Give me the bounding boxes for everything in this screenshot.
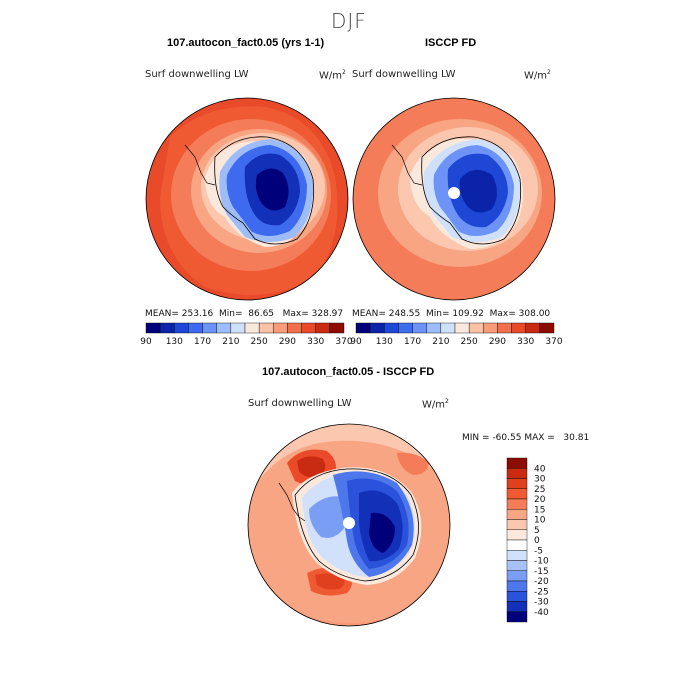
colorbar-swatch	[539, 322, 555, 334]
colorbar-tick-label: 5	[534, 526, 540, 536]
colorbar-swatch	[159, 322, 175, 334]
polar-map-2	[352, 97, 556, 301]
south-pole-mask	[343, 517, 355, 529]
colorbar-panel-2: 90 130 170 210 250 290 330 370	[350, 322, 563, 347]
colorbar-swatch	[506, 519, 528, 530]
colorbar-swatch	[511, 322, 526, 334]
colorbar-swatch	[483, 322, 498, 334]
colorbar-swatch	[506, 580, 528, 592]
colorbar-swatch	[188, 322, 203, 334]
colorbar-tick-label: -25	[534, 587, 549, 597]
colorbar-tick-label: 290	[489, 337, 506, 347]
colorbar-swatch	[384, 322, 399, 334]
colorbar-tick-label: 370	[335, 337, 352, 347]
polar-map-1	[145, 97, 349, 301]
colorbar-tick-label: 290	[279, 337, 296, 347]
colorbar-swatch	[506, 570, 528, 582]
colorbar-tick-label: 20	[534, 495, 546, 505]
colorbar-swatch	[506, 591, 528, 602]
colorbar-swatch	[355, 322, 371, 334]
colorbar-swatch	[258, 322, 274, 334]
colorbar-tick-label: 370	[545, 337, 562, 347]
colorbar-swatch	[412, 322, 427, 334]
colorbar-tick-label: 10	[534, 516, 546, 526]
colorbar-swatch	[506, 498, 528, 510]
colorbar-swatch	[398, 322, 413, 334]
colorbar-tick-label: 250	[251, 337, 268, 347]
colorbar-swatch	[287, 322, 302, 334]
colorbar-panel-1: 90 130 170 210 250 290 330 370	[140, 322, 353, 347]
colorbar-swatch	[202, 322, 217, 334]
colorbar-swatch	[216, 322, 232, 334]
colorbar-swatch	[174, 322, 189, 334]
colorbar-tick-label: -15	[534, 567, 549, 577]
colorbar-tick-label: -10	[534, 557, 549, 567]
colorbar-swatch	[506, 509, 528, 520]
colorbar-swatch	[506, 478, 528, 489]
colorbar-tick-label: 330	[517, 337, 534, 347]
colorbar-swatch	[454, 322, 470, 334]
panel-3-variable: Surf downwelling LW	[248, 398, 352, 409]
colorbar-swatch	[525, 322, 541, 334]
colorbar-swatch	[506, 611, 528, 623]
colorbar-tick-label: 210	[432, 337, 449, 347]
polar-map-difference	[247, 423, 451, 627]
colorbar-tick-label: 130	[166, 337, 183, 347]
colorbar-tick-label: -30	[534, 598, 549, 608]
colorbar-tick-label: 0	[534, 536, 540, 546]
panel-2-units: W/m2	[524, 69, 551, 82]
panel-2-stats: MEAN= 248.55 Min= 109.92 Max= 308.00	[352, 309, 551, 319]
south-pole-mask	[448, 187, 460, 199]
panel-1-variable: Surf downwelling LW	[145, 69, 249, 80]
panel-1-units: W/m2	[319, 69, 346, 82]
colorbar-tick-label: 40	[534, 464, 546, 474]
colorbar-swatch	[506, 468, 528, 479]
colorbar-swatch	[506, 601, 528, 612]
colorbar-tick-label: 330	[307, 337, 324, 347]
colorbar-swatch	[506, 560, 528, 571]
panel-2-title: ISCCP FD	[425, 37, 477, 49]
colorbar-tick-label: -20	[534, 577, 549, 587]
colorbar-tick-label: 170	[194, 337, 211, 347]
colorbar-tick-label: -40	[534, 608, 549, 618]
colorbar-swatch	[497, 322, 512, 334]
panel-1-title: 107.autocon_fact0.05 (yrs 1-1)	[167, 37, 325, 49]
panel-3-title: 107.autocon_fact0.05 - ISCCP FD	[262, 366, 435, 378]
panel-1-stats: MEAN= 253.16 Min= 86.65 Max= 328.97	[145, 309, 344, 319]
colorbar-tick-label: 90	[140, 337, 152, 347]
colorbar-swatch	[315, 322, 331, 334]
colorbar-swatch	[273, 322, 288, 334]
colorbar-swatch	[426, 322, 442, 334]
panel-3-units: W/m2	[422, 398, 449, 411]
colorbar-tick-label: -5	[534, 546, 543, 556]
colorbar-tick-label: 250	[461, 337, 478, 347]
colorbar-swatch	[506, 488, 528, 500]
colorbar-tick-label: 210	[222, 337, 239, 347]
colorbar-tick-label: 30	[534, 475, 546, 485]
panel-2-variable: Surf downwelling LW	[352, 69, 456, 80]
colorbar-swatch	[145, 322, 161, 334]
panel-3-stats: MIN = -60.55 MAX = 30.81	[462, 433, 590, 443]
colorbar-swatch	[506, 457, 528, 469]
colorbar-swatch	[440, 322, 456, 334]
colorbar-swatch	[506, 539, 528, 551]
colorbar-swatch	[506, 529, 528, 541]
colorbar-swatch	[301, 322, 316, 334]
colorbar-tick-label: 25	[534, 485, 545, 495]
colorbar-swatch	[506, 550, 528, 561]
colorbar-tick-label: 90	[350, 337, 362, 347]
colorbar-swatch	[230, 322, 246, 334]
colorbar-swatch	[244, 322, 260, 334]
colorbar-tick-label: 170	[404, 337, 421, 347]
colorbar-tick-label: 15	[534, 505, 545, 515]
colorbar-tick-label: 130	[376, 337, 393, 347]
colorbar-swatch	[468, 322, 484, 334]
colorbar-swatch	[329, 322, 345, 334]
figure-title: DJF	[331, 9, 367, 33]
colorbar-swatch	[369, 322, 385, 334]
